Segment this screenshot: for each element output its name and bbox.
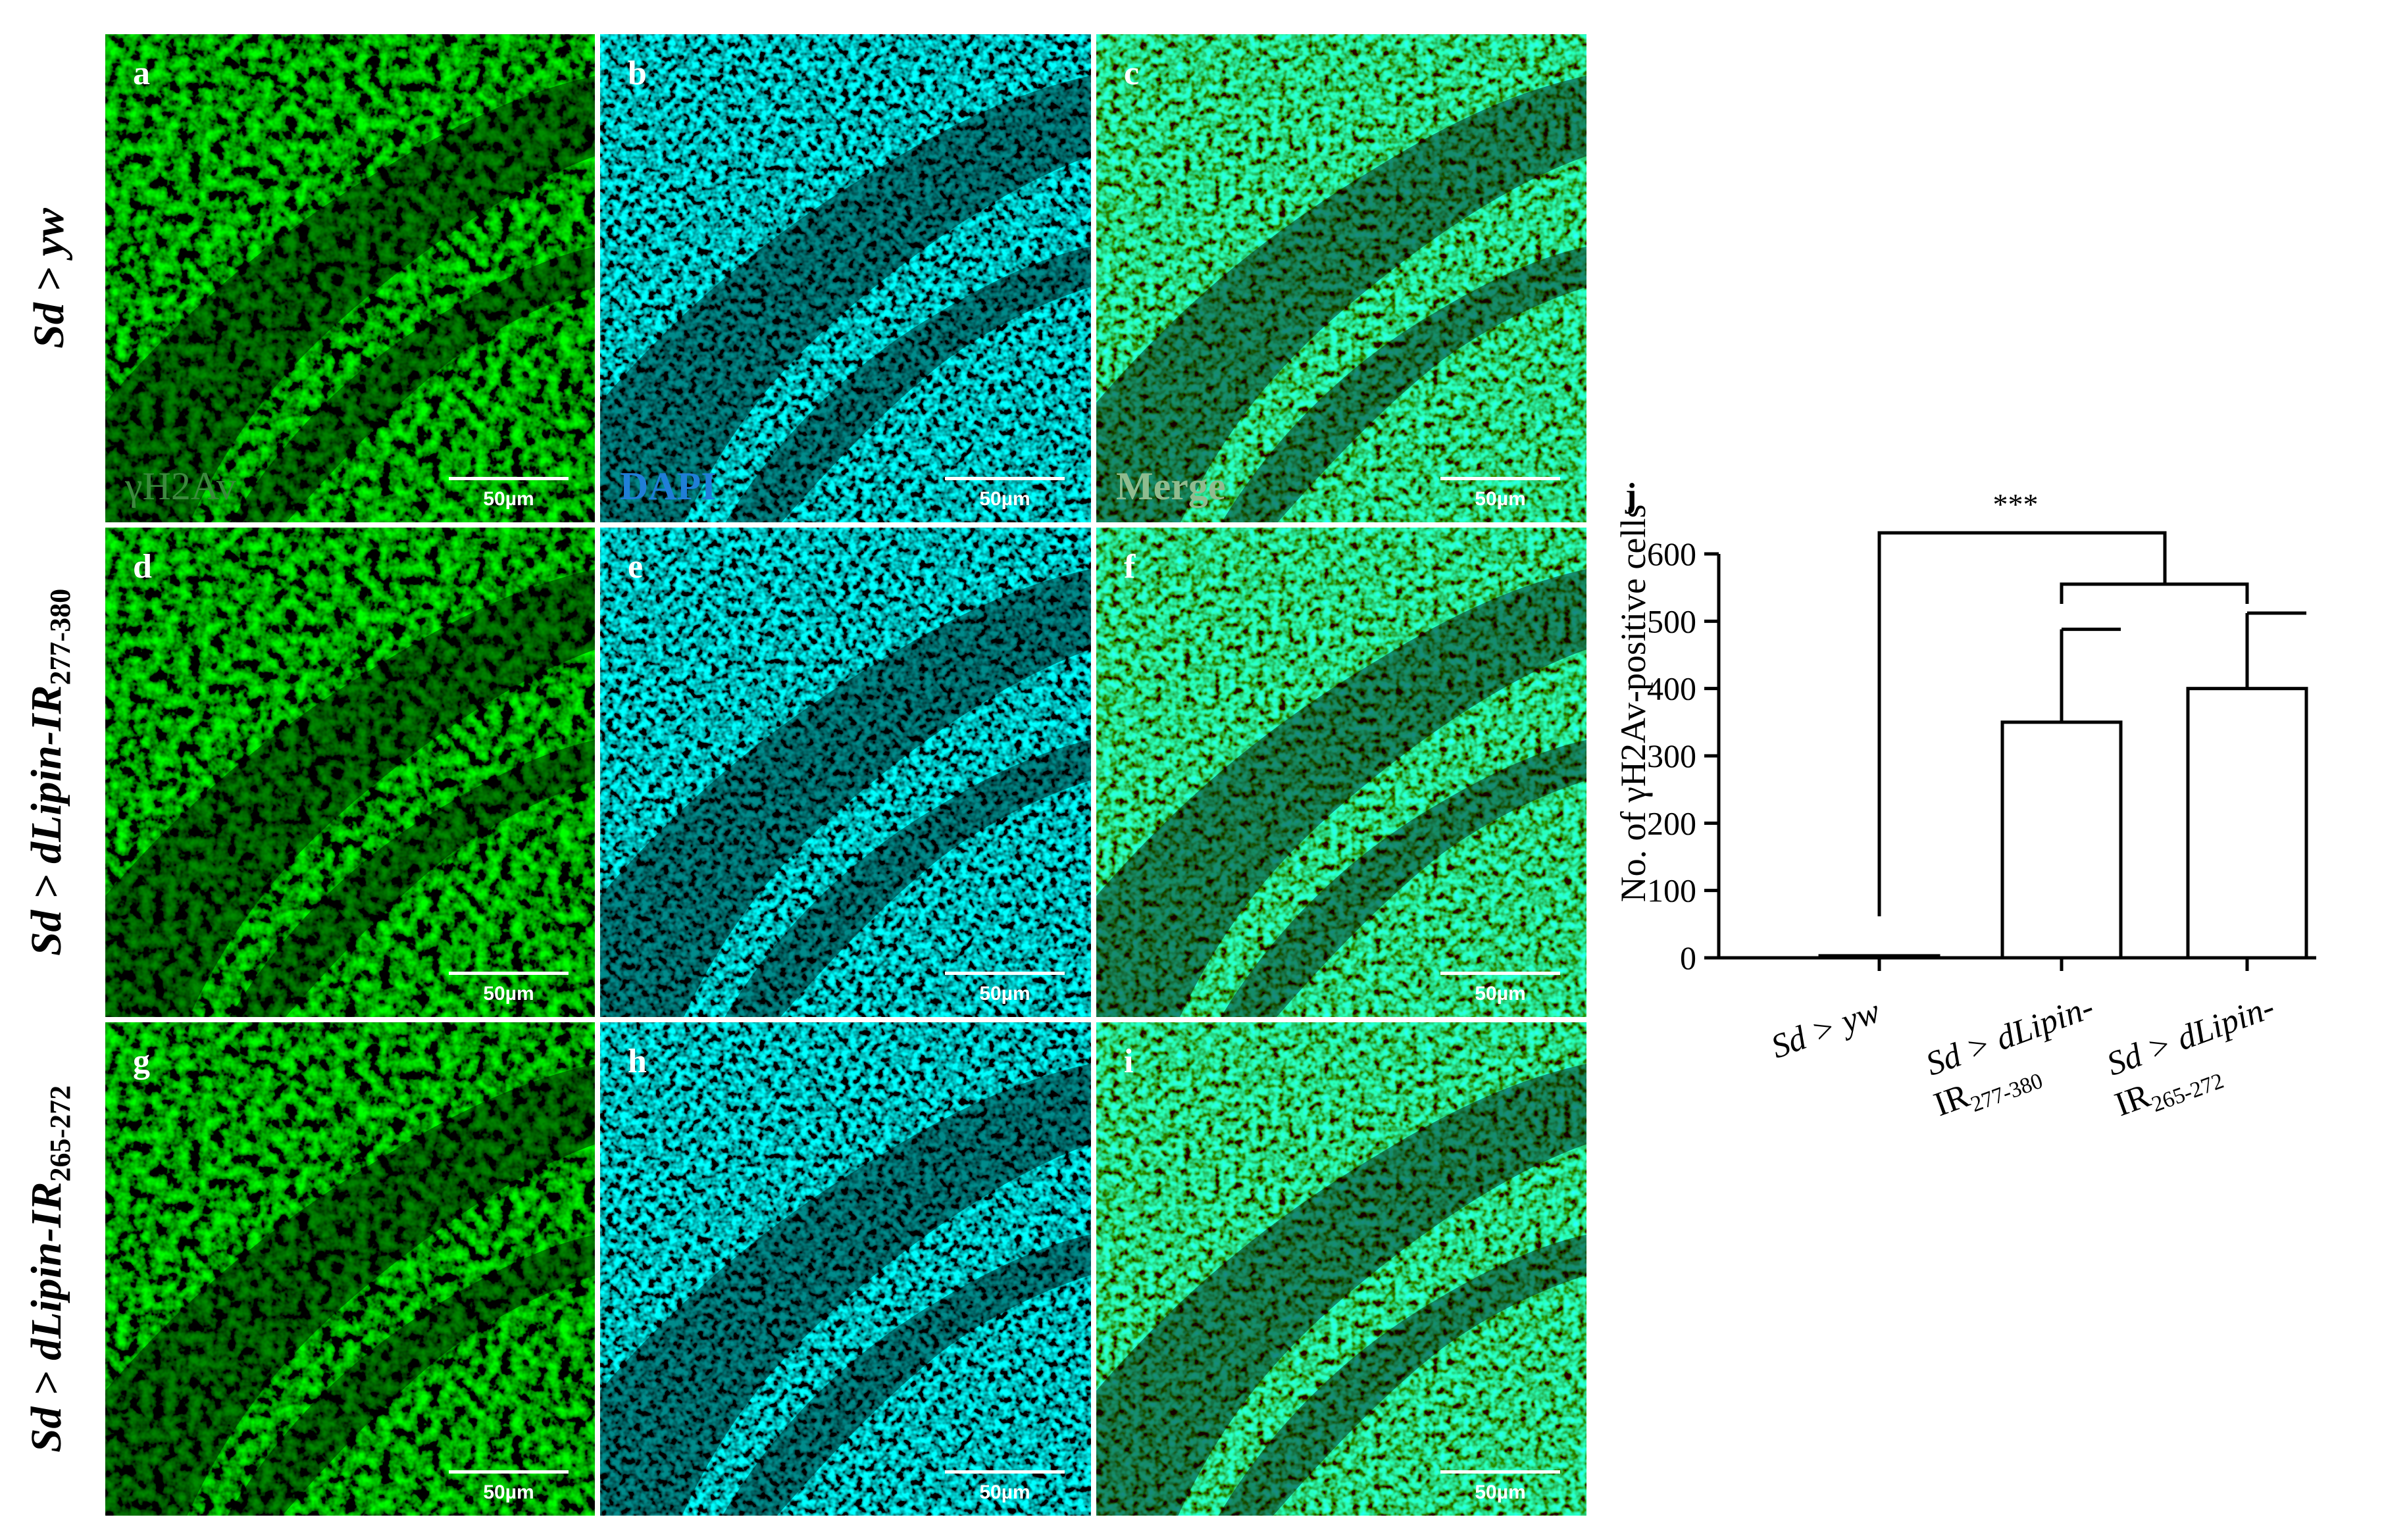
panel-letter-f: f: [1124, 548, 1136, 585]
y-tick-label: 0: [1680, 939, 1696, 976]
panel-letter-b: b: [628, 55, 647, 92]
significance-stars: ***: [1993, 487, 2039, 521]
channel-label: Merge: [1116, 464, 1226, 508]
x-tick-label-line2: IR: [1929, 1077, 1975, 1124]
micrograph-image: [600, 528, 1091, 1017]
micrograph-image: [105, 528, 595, 1017]
micrograph-panel-c: c Merge 50µm: [1096, 34, 1586, 522]
bar-3: [2186, 687, 2308, 960]
y-tick-label: 500: [1647, 603, 1696, 639]
micrograph-image: [1096, 1022, 1586, 1516]
scale-bar-label: 50µm: [979, 488, 1030, 510]
micrograph-panel-g: g 50µm: [105, 1022, 595, 1516]
scale-bar-label: 50µm: [979, 1481, 1030, 1503]
channel-label: γH2Av: [125, 464, 236, 508]
panel-letter-a: a: [133, 55, 150, 92]
scale-bar: [945, 1470, 1065, 1474]
y-tick-label: 300: [1647, 737, 1696, 774]
row-label-subscript: 277-380: [44, 588, 77, 685]
scale-bar-label: 50µm: [483, 1481, 534, 1503]
panel-letter-d: d: [133, 548, 152, 585]
row-label-1: Sd > yw: [24, 208, 74, 349]
y-tick-label: 100: [1647, 872, 1696, 909]
micrograph-image: [600, 34, 1091, 522]
scale-bar-label: 50µm: [979, 983, 1030, 1005]
x-tick-label-line1: Sd > dLipin-: [2102, 988, 2280, 1083]
x-tick-label-1: Sd > yw: [1766, 992, 1885, 1066]
micrograph-panel-f: f 50µm: [1096, 528, 1586, 1017]
scale-bar-label: 50µm: [483, 488, 534, 510]
x-tick-label-2: Sd > dLipin-IR277-380: [1915, 988, 2115, 1129]
micrograph-panel-e: e 50µm: [600, 528, 1091, 1017]
scale-bar-label: 50µm: [1475, 488, 1526, 510]
micrograph-image: [105, 1022, 595, 1516]
y-tick-label: 600: [1647, 535, 1696, 572]
scale-bar-label: 50µm: [483, 983, 534, 1005]
y-axis-label: No. of γH2Av-positive cells: [1613, 505, 1653, 903]
panel-letter-j: j: [1625, 477, 1636, 514]
x-tick-label-3: Sd > dLipin-IR265-272: [2096, 988, 2296, 1129]
scale-bar: [945, 477, 1065, 480]
row-label-subscript: 265-272: [44, 1085, 77, 1182]
row-label-genotype: Sd > dLipin-IR: [22, 1181, 70, 1453]
scale-bar: [449, 477, 569, 480]
significance-bracket-outer: [1877, 531, 2167, 916]
bar-2: [2000, 720, 2123, 960]
micrograph-image: [105, 34, 595, 522]
panel-letter-g: g: [133, 1043, 150, 1080]
micrograph-panel-i: i 50µm: [1096, 1022, 1586, 1516]
micrograph-image: [600, 1022, 1091, 1516]
scale-bar: [1440, 477, 1560, 480]
micrograph-panel-b: b DAPI 50µm: [600, 34, 1091, 522]
channel-label: DAPI: [620, 464, 717, 508]
row-label-3: Sd > dLipin-IR265-272: [22, 1085, 77, 1453]
y-tick-label: 400: [1647, 670, 1696, 707]
panel-letter-c: c: [1124, 55, 1140, 92]
panel-letter-i: i: [1124, 1043, 1134, 1080]
bar-1: [1818, 954, 1940, 960]
scale-bar: [1440, 1470, 1560, 1474]
x-tick-label-line1: Sd > dLipin-: [1921, 988, 2099, 1083]
x-tick-label-line1: Sd > yw: [1766, 992, 1885, 1066]
panel-letter-h: h: [628, 1043, 647, 1080]
x-tick-label-line2: IR: [2110, 1077, 2156, 1124]
x-tick-label-subscript: 277-380: [1967, 1069, 2046, 1118]
micrograph-panel-h: h 50µm: [600, 1022, 1091, 1516]
micrograph-image: [1096, 528, 1586, 1017]
significance-bracket-inner: [2060, 582, 2249, 604]
micrograph-panel-d: d 50µm: [105, 528, 595, 1017]
panel-letter-e: e: [628, 548, 644, 585]
scale-bar-label: 50µm: [1475, 1481, 1526, 1503]
micrograph-image: [1096, 34, 1586, 522]
scale-bar: [449, 1470, 569, 1474]
row-label-genotype: Sd > yw: [25, 208, 73, 349]
micrograph-panel-a: a γH2Av 50µm: [105, 34, 595, 522]
y-tick-label: 200: [1647, 805, 1696, 841]
row-label-genotype: Sd > dLipin-IR: [22, 685, 70, 956]
scale-bar: [1440, 972, 1560, 975]
scale-bar-label: 50µm: [1475, 983, 1526, 1005]
scale-bar: [945, 972, 1065, 975]
row-label-2: Sd > dLipin-IR277-380: [22, 589, 77, 956]
x-tick-label-subscript: 265-272: [2148, 1069, 2227, 1118]
scale-bar: [449, 972, 569, 975]
